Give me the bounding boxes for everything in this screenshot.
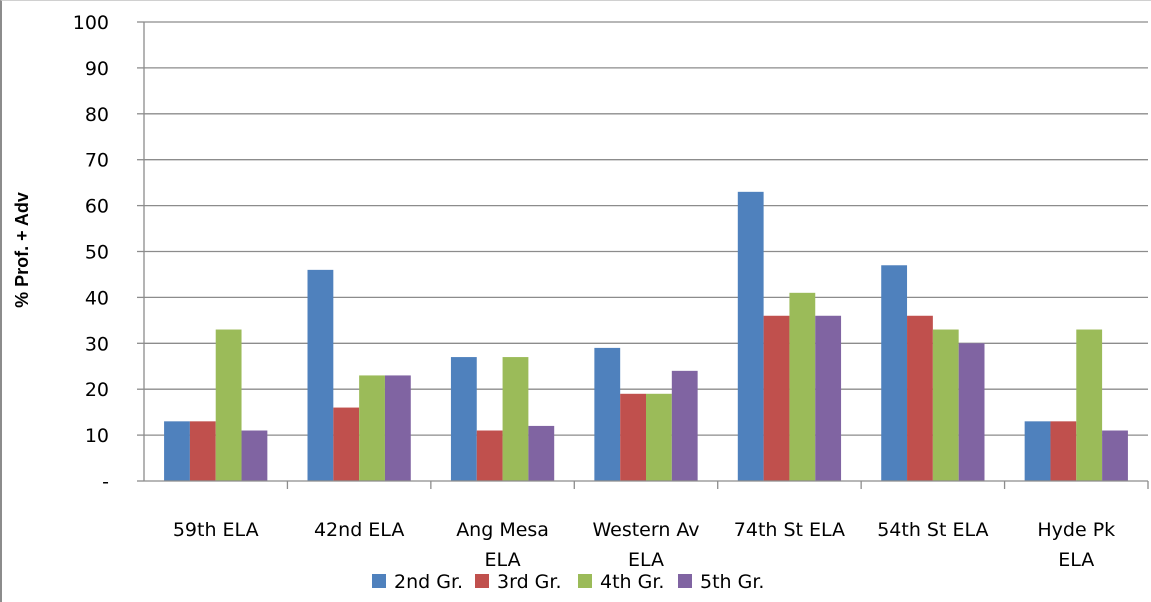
- bar: [333, 407, 360, 481]
- bar: [1050, 421, 1077, 481]
- x-tick-label: 42nd ELA: [314, 519, 404, 541]
- bar: [620, 393, 646, 481]
- y-tick-label: 30: [85, 333, 109, 355]
- x-tick-label: ELA: [485, 549, 521, 571]
- bar: [1024, 421, 1051, 481]
- bars: [164, 191, 1128, 481]
- bar: [958, 343, 985, 481]
- axes: [137, 21, 1149, 489]
- y-tick-label: 40: [85, 287, 109, 309]
- y-tick-label: 90: [85, 58, 109, 80]
- bar: [671, 370, 698, 481]
- bar: [450, 357, 477, 481]
- x-tick-label: 59th ELA: [173, 519, 259, 541]
- x-tick-label: Western Av: [592, 519, 699, 541]
- bar: [359, 375, 385, 481]
- bar: [307, 269, 334, 481]
- bar: [528, 425, 555, 481]
- bar: [763, 315, 790, 481]
- legend-label: 3rd Gr.: [497, 571, 562, 593]
- legend-label: 4th Gr.: [600, 571, 664, 593]
- x-tick-label: ELA: [1058, 549, 1094, 571]
- y-axis-title: % Prof. + Adv: [12, 192, 32, 308]
- y-tick-label: 100: [73, 12, 109, 34]
- bar: [241, 430, 268, 481]
- legend-label: 2nd Gr.: [394, 571, 463, 593]
- legend: 2nd Gr. 3rd Gr. 4th Gr. 5th Gr.: [372, 571, 764, 593]
- bar: [1102, 430, 1128, 481]
- y-tick-label: 50: [85, 242, 109, 264]
- bar: [384, 375, 411, 481]
- legend-swatch: [678, 574, 692, 588]
- legend-label: 5th Gr.: [700, 571, 764, 593]
- x-tick-label: 74th St ELA: [734, 519, 845, 541]
- bar: [1076, 329, 1103, 481]
- axis-labels: - 10 20 30 40 50 60 70 80 90 100 59th ELA 42nd ELA An…: [73, 12, 1115, 571]
- legend-swatch: [578, 574, 592, 588]
- bar: [932, 329, 959, 481]
- x-tick-label: 54th St ELA: [877, 519, 988, 541]
- y-tick-label: 60: [85, 196, 109, 218]
- y-tick-label: 20: [85, 379, 109, 401]
- y-tick-label: -: [102, 471, 109, 493]
- bar: [476, 430, 503, 481]
- bar: [215, 329, 242, 481]
- bar: [502, 357, 529, 481]
- legend-swatch: [475, 574, 489, 588]
- bar: [189, 421, 216, 481]
- bar: [881, 265, 908, 481]
- y-tick-label: 70: [85, 150, 109, 172]
- bar: [907, 315, 933, 481]
- bar: [815, 315, 842, 481]
- bar: [737, 191, 764, 481]
- y-tick-label: 10: [85, 425, 109, 447]
- bar: [164, 421, 190, 481]
- x-tick-label: Ang Mesa: [456, 519, 549, 541]
- x-tick-label: ELA: [628, 549, 664, 571]
- bar: [789, 292, 816, 481]
- y-tick-label: 80: [85, 104, 109, 126]
- legend-swatch: [372, 574, 386, 588]
- gridlines: [144, 21, 1148, 436]
- bar: [594, 347, 621, 481]
- x-tick-label: Hyde Pk: [1037, 519, 1115, 541]
- bar: [646, 393, 672, 481]
